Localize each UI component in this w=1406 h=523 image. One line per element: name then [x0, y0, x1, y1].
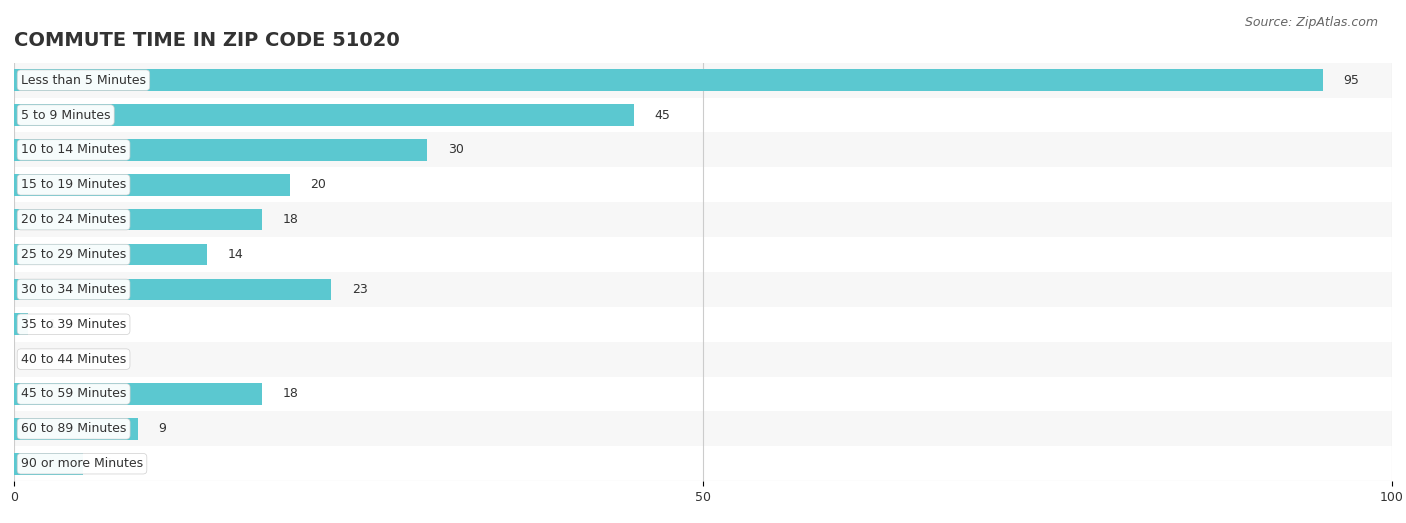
Bar — [14, 307, 1392, 342]
Text: 20: 20 — [311, 178, 326, 191]
Bar — [14, 167, 1392, 202]
Bar — [14, 70, 1323, 91]
Bar — [14, 377, 1392, 412]
Text: 25 to 29 Minutes: 25 to 29 Minutes — [21, 248, 127, 261]
Bar — [14, 418, 138, 440]
Text: 18: 18 — [283, 388, 298, 401]
Bar — [14, 412, 1392, 446]
Bar — [14, 244, 207, 265]
Text: 95: 95 — [1344, 74, 1360, 87]
Text: 18: 18 — [283, 213, 298, 226]
Text: 10 to 14 Minutes: 10 to 14 Minutes — [21, 143, 127, 156]
Bar — [14, 272, 1392, 307]
Text: COMMUTE TIME IN ZIP CODE 51020: COMMUTE TIME IN ZIP CODE 51020 — [14, 31, 399, 50]
Text: 35 to 39 Minutes: 35 to 39 Minutes — [21, 318, 127, 331]
Bar — [14, 209, 262, 231]
Bar — [14, 279, 330, 300]
Text: 60 to 89 Minutes: 60 to 89 Minutes — [21, 423, 127, 435]
Text: 30 to 34 Minutes: 30 to 34 Minutes — [21, 283, 127, 296]
Bar — [14, 174, 290, 196]
Text: 90 or more Minutes: 90 or more Minutes — [21, 457, 143, 470]
Bar — [14, 98, 1392, 132]
Text: Source: ZipAtlas.com: Source: ZipAtlas.com — [1244, 16, 1378, 29]
Bar — [14, 104, 634, 126]
Text: 14: 14 — [228, 248, 243, 261]
Text: 15 to 19 Minutes: 15 to 19 Minutes — [21, 178, 127, 191]
Bar — [14, 446, 1392, 481]
Text: 45 to 59 Minutes: 45 to 59 Minutes — [21, 388, 127, 401]
Text: 20 to 24 Minutes: 20 to 24 Minutes — [21, 213, 127, 226]
Text: 30: 30 — [449, 143, 464, 156]
Bar — [14, 237, 1392, 272]
Bar — [14, 202, 1392, 237]
Bar — [14, 313, 28, 335]
Text: 5: 5 — [104, 457, 111, 470]
Text: Less than 5 Minutes: Less than 5 Minutes — [21, 74, 146, 87]
Bar — [14, 342, 1392, 377]
Text: 1: 1 — [48, 318, 56, 331]
Text: 5 to 9 Minutes: 5 to 9 Minutes — [21, 109, 111, 121]
Bar — [14, 132, 1392, 167]
Text: 45: 45 — [655, 109, 671, 121]
Bar — [14, 383, 262, 405]
Bar — [14, 453, 83, 474]
Bar — [14, 139, 427, 161]
Text: 23: 23 — [352, 283, 367, 296]
Text: 9: 9 — [159, 423, 167, 435]
Text: 40 to 44 Minutes: 40 to 44 Minutes — [21, 353, 127, 366]
Bar — [14, 63, 1392, 98]
